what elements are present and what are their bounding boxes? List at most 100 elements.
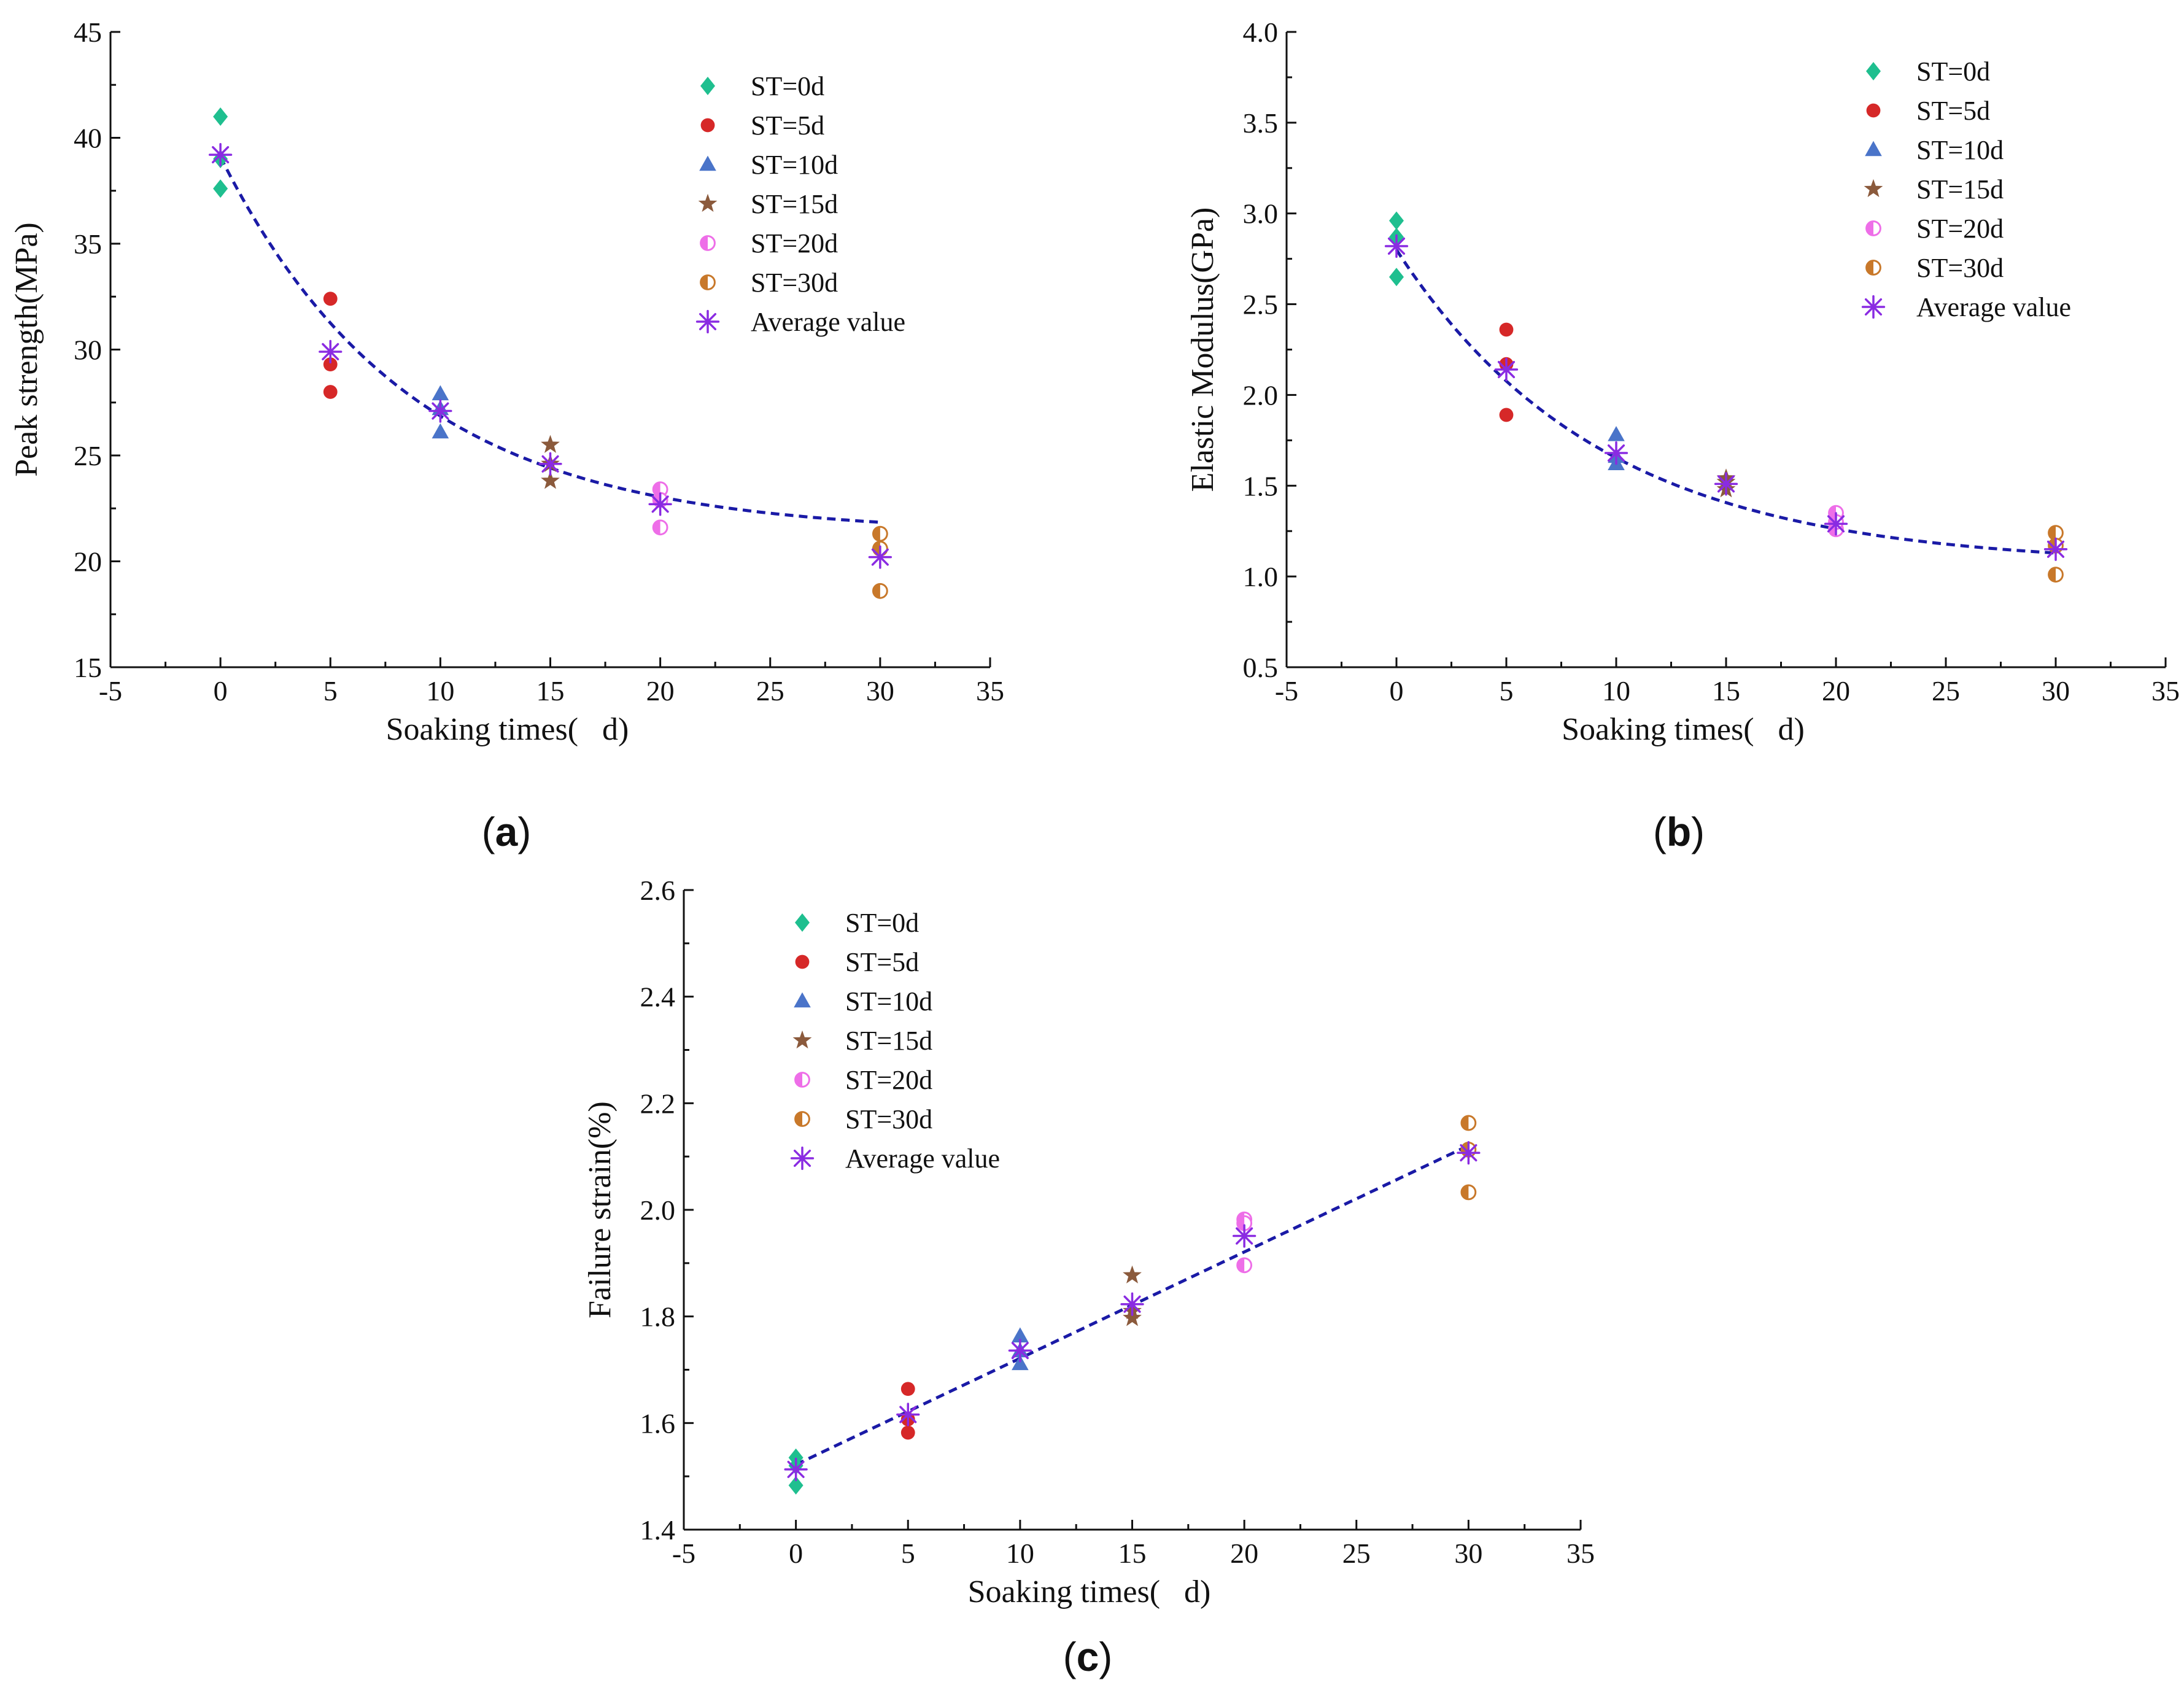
legend-item: Average value	[790, 1144, 1000, 1174]
data-point	[1604, 441, 1628, 465]
data-point	[1236, 1215, 1253, 1231]
legend-marker	[794, 1072, 810, 1088]
legend-item: ST=0d	[795, 908, 919, 938]
legend-marker	[794, 992, 811, 1008]
chart-panel-a: -5 0 5 10 15 20 25 30 35 15 20 25 30 35 40 45 Soaking ti…	[9, 17, 1004, 854]
legend-label: Average value	[751, 307, 905, 337]
y-tick-label: 2.2	[640, 1088, 676, 1119]
x-tick-label: 15	[1712, 675, 1740, 707]
legend-marker	[700, 235, 716, 251]
legend-label: ST=20d	[1916, 214, 2004, 244]
legend-marker	[1866, 103, 1881, 118]
data-point	[1120, 1292, 1144, 1316]
data-point	[323, 357, 338, 372]
legend-item: ST=10d	[794, 986, 932, 1016]
data-point	[319, 339, 343, 364]
y-tick-label: 30	[74, 335, 102, 366]
x-tick-label: 30	[1454, 1538, 1482, 1569]
data-point	[1123, 1308, 1142, 1326]
legend-marker	[792, 1030, 812, 1049]
legend-item: ST=30d	[1865, 253, 2004, 283]
legend-item: ST=30d	[794, 1104, 932, 1134]
data-point	[2048, 567, 2064, 583]
legend-label: ST=10d	[751, 150, 838, 180]
legend-item: ST=15d	[792, 1026, 932, 1056]
data-point	[1499, 408, 1514, 422]
x-tick-label: 15	[536, 675, 565, 707]
y-tick-label: 25	[74, 440, 102, 471]
legend-label: ST=15d	[751, 189, 838, 219]
y-tick-label: 0.5	[1243, 652, 1279, 683]
y-tick-label: 45	[74, 17, 102, 48]
data-point	[1384, 234, 1409, 258]
data-point	[1494, 357, 1519, 382]
data-point	[213, 179, 228, 198]
data-point	[1460, 1184, 1477, 1201]
data-point	[428, 399, 452, 423]
legend-label: ST=0d	[751, 71, 824, 101]
y-tick-label: 1.6	[640, 1407, 676, 1439]
legend-item: ST=15d	[1864, 174, 2004, 204]
data-point	[1123, 1265, 1142, 1283]
data-point	[900, 1382, 915, 1396]
data-point	[1499, 322, 1514, 337]
x-tick-label: 25	[756, 675, 784, 707]
x-tick-label: 0	[1390, 675, 1404, 707]
legend-marker	[1861, 295, 1886, 319]
x-tick-label: 35	[1566, 1538, 1595, 1569]
y-tick-label: 1.0	[1243, 561, 1279, 592]
x-tick-label: 5	[323, 675, 338, 707]
legend-label: ST=20d	[751, 228, 838, 258]
data-point	[1608, 426, 1625, 441]
x-tick-label: 35	[976, 675, 1004, 707]
legend-label: ST=30d	[1916, 253, 2004, 283]
legend-label: ST=10d	[845, 986, 932, 1016]
data-point	[1012, 1355, 1029, 1371]
legend-marker	[695, 309, 720, 334]
y-tick-label: 1.8	[640, 1301, 676, 1333]
y-axis-title: Peak strength(MPa)	[9, 222, 44, 476]
y-tick-label: 3.5	[1243, 107, 1279, 139]
panel-label: (c)	[1063, 1634, 1113, 1679]
x-tick-label: -5	[672, 1538, 695, 1569]
y-tick-label: 3.0	[1243, 198, 1279, 230]
data-point	[1389, 211, 1404, 230]
data-point	[872, 525, 888, 542]
legend-label: Average value	[845, 1144, 1000, 1174]
y-tick-label: 20	[74, 546, 102, 578]
legend: ST=0d ST=5d ST=10d ST=15d ST=20d ST=30d Averag…	[790, 908, 1000, 1174]
data-point	[541, 435, 560, 453]
x-tick-label: 10	[1006, 1538, 1034, 1569]
data-point	[1457, 1140, 1481, 1165]
legend-item: Average value	[695, 307, 905, 337]
legend-item: ST=20d	[794, 1065, 932, 1095]
data-point	[1389, 268, 1404, 287]
legend-marker	[794, 1111, 810, 1127]
legend-label: ST=0d	[845, 908, 919, 938]
data-point	[652, 519, 668, 536]
x-axis-title: Soaking times( d)	[968, 1574, 1211, 1609]
chart-panel-b: -5 0 5 10 15 20 25 30 35 0.5 1.0 1.5 2.0 2.5 3.0 3.5 4.0…	[1185, 17, 2180, 854]
legend-item: ST=20d	[700, 228, 838, 258]
data-point	[541, 471, 560, 489]
legend-marker	[1865, 220, 1881, 236]
x-tick-label: 10	[1602, 675, 1630, 707]
x-tick-label: 30	[866, 675, 894, 707]
legend-marker	[700, 118, 715, 133]
legend-item: ST=5d	[700, 110, 824, 141]
legend-item: ST=30d	[700, 268, 838, 298]
x-axis-title: Soaking times( d)	[1562, 712, 1805, 747]
legend-item: ST=5d	[795, 947, 919, 977]
x-tick-label: 35	[2151, 675, 2180, 707]
legend-marker	[790, 1146, 815, 1171]
legend-marker	[795, 913, 810, 932]
y-tick-label: 1.4	[640, 1514, 676, 1546]
legend-item: ST=10d	[1865, 135, 2004, 165]
legend-item: ST=0d	[700, 71, 824, 101]
data-point	[1008, 1339, 1032, 1363]
legend-item: ST=5d	[1866, 96, 1990, 126]
legend-item: ST=0d	[1866, 56, 1990, 87]
legend-item: Average value	[1861, 292, 2071, 322]
y-axis-title: Elastic Modulus(GPa)	[1185, 207, 1220, 492]
legend-item: ST=20d	[1865, 214, 2004, 244]
